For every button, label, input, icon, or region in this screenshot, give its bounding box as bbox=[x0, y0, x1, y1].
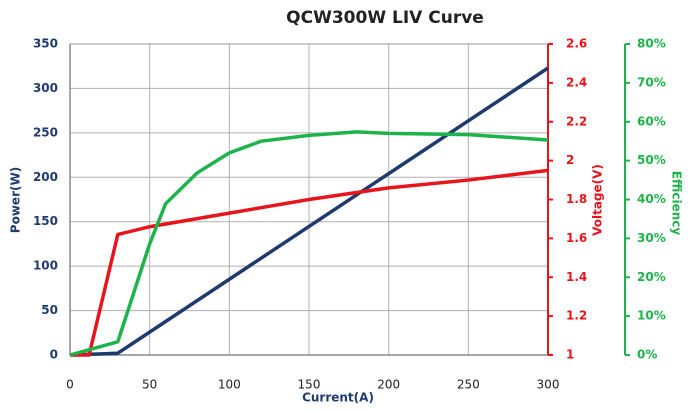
y3-tick-label: 40% bbox=[637, 192, 666, 206]
y2-tick-label: 1.6 bbox=[566, 231, 587, 245]
y2-tick-label: 1.4 bbox=[566, 270, 587, 284]
y3-tick-label: 80% bbox=[637, 37, 666, 51]
y-tick-label: 300 bbox=[33, 81, 58, 95]
series-line bbox=[70, 168, 549, 357]
y2-axis-label: Voltage(V) bbox=[591, 164, 605, 236]
y-axis-label: Power(W) bbox=[9, 167, 23, 233]
y2-tick-label: 1.8 bbox=[566, 192, 587, 206]
y3-tick-label: 10% bbox=[637, 309, 666, 323]
y2-tick-label: 1 bbox=[566, 348, 574, 362]
y2-tick-label: 2.6 bbox=[566, 37, 587, 51]
x-tick-label: 200 bbox=[377, 378, 400, 392]
y3-axis-label: Efficiency bbox=[670, 171, 684, 236]
y3-tick-label: 0% bbox=[637, 348, 657, 362]
x-tick-label: 150 bbox=[298, 378, 321, 392]
y-tick-label: 200 bbox=[33, 170, 58, 184]
series-line bbox=[69, 130, 549, 357]
y2-tick-label: 1.2 bbox=[566, 309, 587, 323]
y3-tick-label: 60% bbox=[637, 114, 666, 128]
x-tick-label: 250 bbox=[457, 378, 480, 392]
y-tick-label: 50 bbox=[41, 303, 58, 317]
x-tick-label: 300 bbox=[537, 378, 560, 392]
y3-tick-label: 20% bbox=[637, 270, 666, 284]
x-axis-label: Current(A) bbox=[302, 391, 374, 405]
y-tick-label: 250 bbox=[33, 125, 58, 139]
y2-tick-label: 2 bbox=[566, 153, 574, 167]
y2-tick-label: 2.2 bbox=[566, 114, 587, 128]
y-tick-label: 0 bbox=[50, 348, 58, 362]
x-tick-label: 0 bbox=[66, 378, 74, 392]
chart-title: QCW300W LIV Curve bbox=[286, 8, 484, 28]
x-tick-label: 100 bbox=[218, 378, 241, 392]
y3-tick-label: 70% bbox=[637, 75, 666, 89]
y3-tick-label: 30% bbox=[637, 231, 666, 245]
y-tick-label: 350 bbox=[33, 37, 58, 51]
y-tick-label: 150 bbox=[33, 214, 58, 228]
x-tick-label: 50 bbox=[142, 378, 157, 392]
y3-tick-label: 50% bbox=[637, 153, 666, 167]
y2-tick-label: 2.4 bbox=[566, 75, 587, 89]
y-tick-label: 100 bbox=[33, 259, 58, 273]
